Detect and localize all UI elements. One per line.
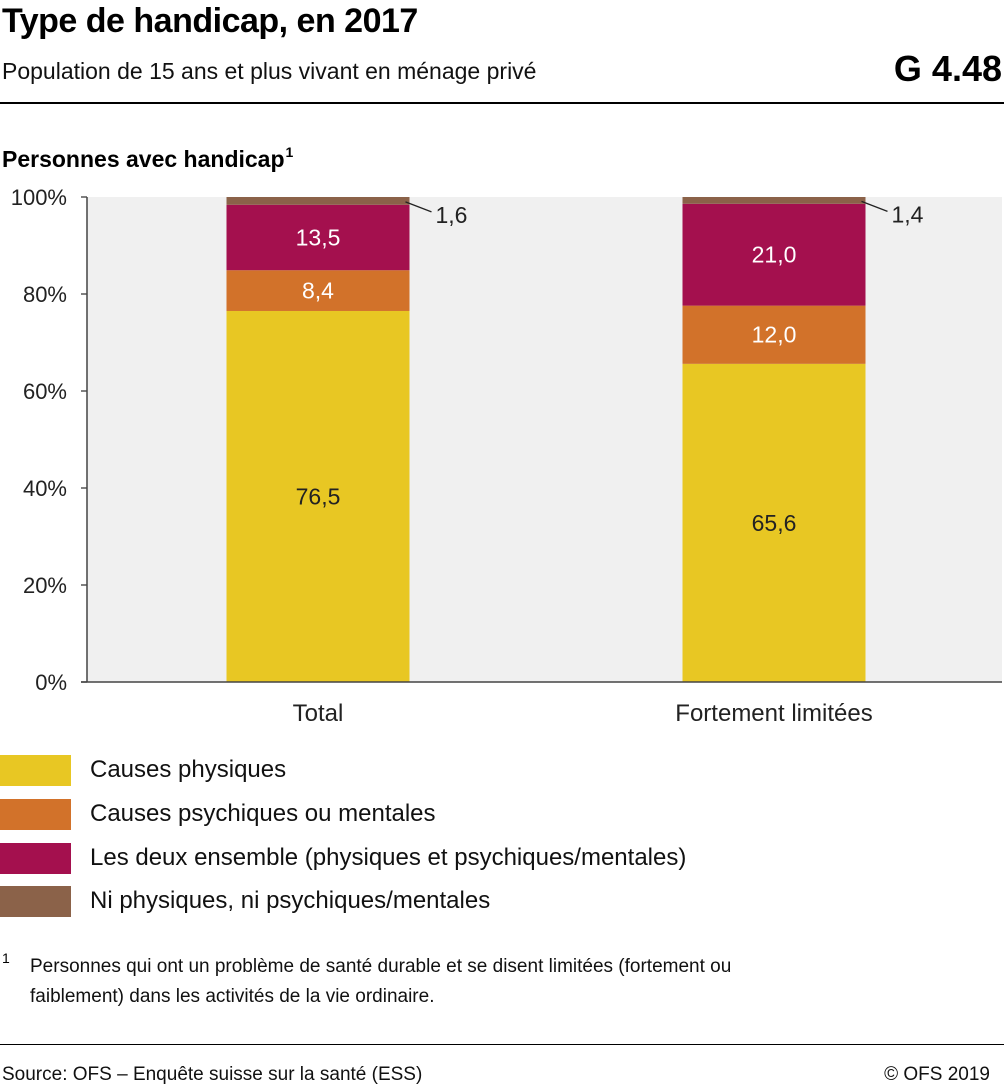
bar-segment xyxy=(226,270,410,311)
x-category-label: Total xyxy=(293,700,344,727)
legend-label-physical: Causes physiques xyxy=(90,756,287,783)
source-note: Source: OFS – Enquête suisse sur la sant… xyxy=(2,1064,423,1085)
bar-segment xyxy=(682,305,866,364)
header-divider xyxy=(0,102,1004,104)
bar-value-label: 76,5 xyxy=(296,483,341,509)
legend-label-psychic: Causes psychiques ou mentales xyxy=(90,800,436,827)
y-tick-label: 80% xyxy=(23,282,67,307)
bar-segment xyxy=(226,310,410,682)
chart-subtitle: Population de 15 ans et plus vivant en m… xyxy=(2,58,537,84)
legend-label-neither: Ni physiques, ni psychiques/mentales xyxy=(90,887,491,914)
y-tick-label: 20% xyxy=(23,573,67,598)
x-category-label: Fortement limitées xyxy=(675,700,872,727)
value-leader-line xyxy=(405,201,432,213)
bar-value-label: 1,6 xyxy=(436,202,468,228)
y-tick-label: 0% xyxy=(35,670,67,695)
section-footnote-ref: 1 xyxy=(285,144,294,160)
y-tick-label: 100% xyxy=(11,185,67,210)
footnote-mark: 1 xyxy=(2,950,10,966)
footer-divider xyxy=(0,1044,1004,1045)
section-title: Personnes avec handicap1 xyxy=(2,144,293,173)
legend-swatch-neither xyxy=(0,886,71,917)
bar-value-label: 21,0 xyxy=(752,242,797,268)
bar-segment xyxy=(226,204,410,271)
bar-segment xyxy=(682,197,866,204)
legend-item-both: Les deux ensemble (physiques et psychiqu… xyxy=(0,843,900,875)
bar-segment xyxy=(682,363,866,682)
section-label: Personnes avec handicap xyxy=(2,146,285,172)
bar-segment xyxy=(226,197,410,205)
y-tick-label: 60% xyxy=(23,379,67,404)
bar-segment xyxy=(682,203,866,306)
bar-value-label: 1,4 xyxy=(892,201,924,227)
legend-item-physical: Causes physiques xyxy=(0,755,900,787)
copyright-note: © OFS 2019 xyxy=(884,1064,990,1085)
stacked-bar-chart: 0% 20% 40% 60% 80% 100% 76,5 8,4 13,5 1,6 Total 65,… xyxy=(11,185,1002,727)
legend-item-neither: Ni physiques, ni psychiques/mentales xyxy=(0,886,900,918)
legend-item-psychic: Causes psychiques ou mentales xyxy=(0,799,900,831)
bar-value-label: 13,5 xyxy=(296,224,341,250)
legend-swatch-psychic xyxy=(0,799,71,830)
chart-title: Type de handicap, en 2017 xyxy=(2,2,418,40)
legend-swatch-physical xyxy=(0,755,71,786)
y-tick-label: 40% xyxy=(23,476,67,501)
footnote-text: Personnes qui ont un problème de santé d… xyxy=(30,956,732,1007)
legend-label-both: Les deux ensemble (physiques et psychiqu… xyxy=(90,844,687,871)
value-leader-line xyxy=(861,200,888,213)
bar-value-label: 12,0 xyxy=(752,322,797,348)
chart-code: G 4.48 xyxy=(893,48,1002,89)
bar-value-label: 8,4 xyxy=(302,278,334,304)
bar-value-label: 65,6 xyxy=(752,510,797,536)
legend-swatch-both xyxy=(0,843,71,874)
